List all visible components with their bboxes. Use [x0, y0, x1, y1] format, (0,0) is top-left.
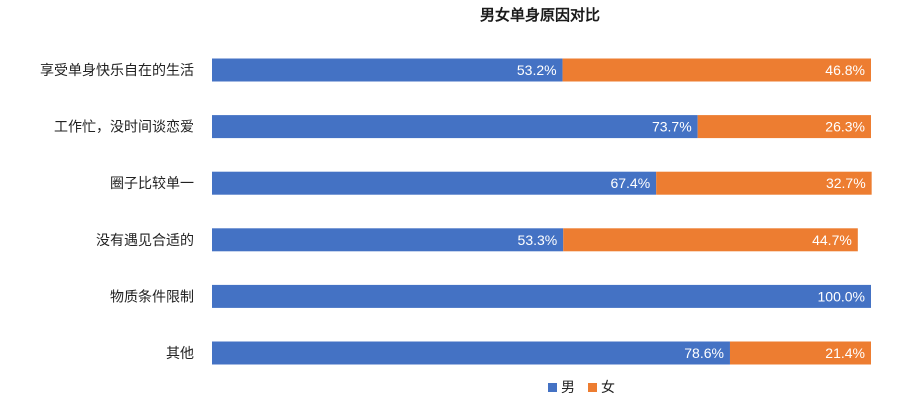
data-label: 67.4%	[610, 175, 650, 191]
category-label: 其他	[166, 346, 194, 362]
category-label: 圈子比较单一	[110, 176, 194, 192]
bar-segment-female	[729, 341, 871, 365]
legend: 男女	[548, 379, 615, 396]
bar-segment-male	[212, 115, 698, 139]
bar-segment-male	[212, 171, 657, 195]
legend-label: 女	[601, 379, 615, 396]
data-label: 78.6%	[684, 345, 724, 361]
data-label: 53.3%	[518, 232, 558, 248]
category-label: 物质条件限制	[110, 288, 194, 305]
data-label: 100.0%	[818, 288, 865, 304]
bar-segment-female	[656, 171, 872, 195]
legend-label: 男	[561, 380, 575, 396]
bar-segment-male	[212, 341, 730, 365]
bar-segment-female	[562, 58, 871, 82]
bar-segment-male	[212, 58, 563, 82]
data-label: 21.4%	[825, 345, 865, 361]
data-label: 32.7%	[826, 175, 866, 191]
bar-segment-female	[563, 228, 858, 252]
category-label: 享受单身快乐自在的生活	[40, 62, 194, 79]
category-label: 工作忙，没时间谈恋爱	[54, 119, 194, 136]
bar-segment-male	[212, 228, 564, 252]
legend-swatch-female	[588, 383, 597, 392]
bar-segment-female	[697, 115, 871, 139]
plot-area: 享受单身快乐自在的生活 53.2% 46.8% 工作忙，没时间谈恋爱 73.7% 26.3…	[40, 58, 872, 365]
data-label: 53.2%	[517, 62, 557, 78]
bar-segment-male	[212, 284, 871, 308]
data-label: 26.3%	[825, 119, 865, 135]
data-label: 73.7%	[652, 119, 692, 135]
chart-title: 男女单身原因对比	[480, 6, 600, 24]
data-label: 44.7%	[812, 232, 852, 248]
data-label: 46.8%	[825, 62, 865, 78]
category-label: 没有遇见合适的	[96, 233, 194, 249]
legend-swatch-male	[548, 383, 557, 392]
